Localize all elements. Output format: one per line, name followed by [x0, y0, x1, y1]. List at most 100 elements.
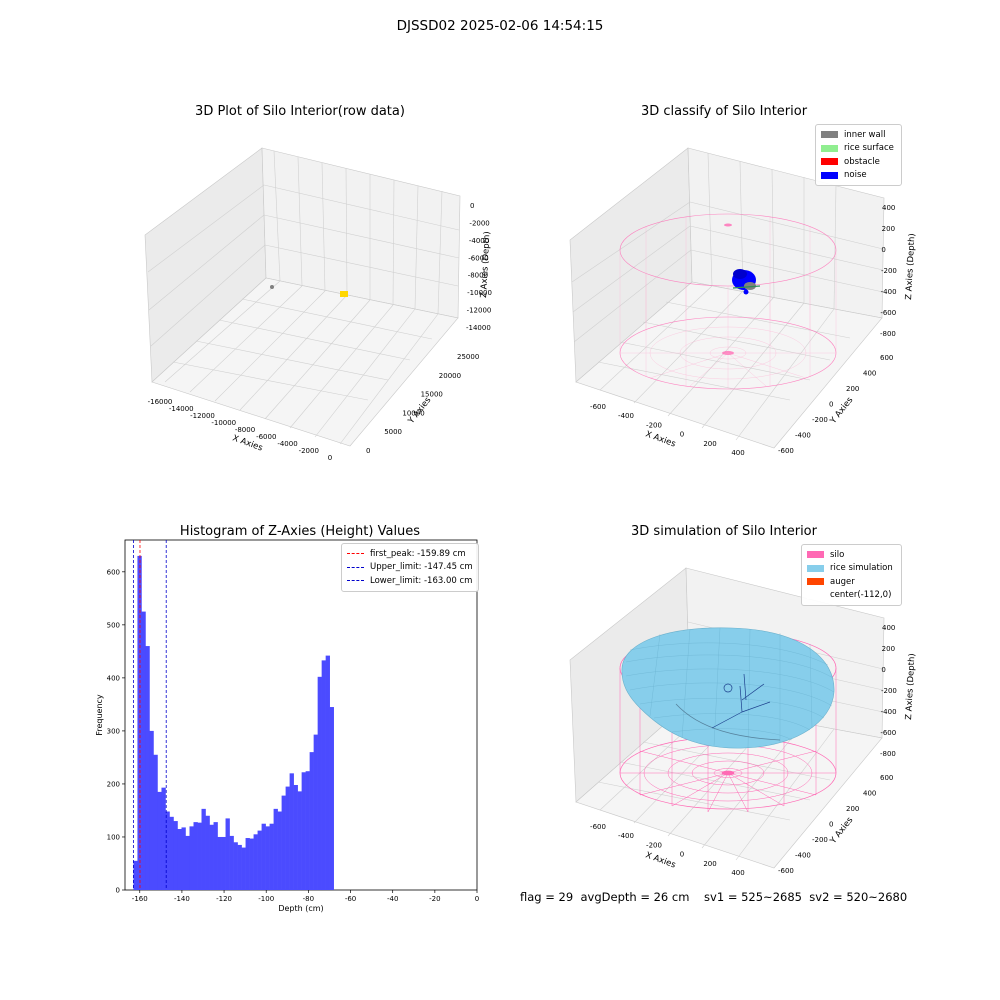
histogram-y-axis-label: Frequency — [95, 694, 104, 736]
raw-z-tick-label: -14000 — [466, 324, 491, 332]
histogram-bar — [205, 815, 210, 890]
histogram-bar — [313, 734, 318, 890]
raw-z-tick-label: -4000 — [469, 237, 489, 245]
histogram-bar — [277, 811, 282, 890]
histogram-bar — [273, 808, 278, 890]
legend-label: center(-112,0) — [830, 590, 892, 601]
raw-gray-point — [270, 285, 274, 289]
raw-x-tick-label: -8000 — [235, 426, 255, 434]
classify-y-tick-label: 400 — [863, 370, 876, 378]
legend-silo: silo — [807, 548, 896, 562]
histogram-bar — [213, 822, 218, 890]
legend-label: rice simulation — [830, 563, 893, 574]
histogram-bar — [289, 773, 294, 890]
simulation-y-tick-label: -400 — [795, 852, 811, 860]
classify-z-tick-label: -200 — [881, 267, 897, 275]
simulation-z-tick-label: -200 — [881, 687, 897, 695]
simulation-z-tick-label: -800 — [880, 750, 896, 758]
raw-z-tick-label: -2000 — [469, 219, 489, 227]
classify-x-tick-label: 400 — [731, 449, 744, 457]
classify-y-tick-label: 200 — [846, 385, 859, 393]
raw-3d-axes — [144, 147, 461, 447]
classify-x-tick-label: -600 — [590, 403, 606, 411]
histogram-x-tick-label: -140 — [174, 895, 190, 903]
raw-z-tick-label: -12000 — [467, 307, 492, 315]
simulation-x-tick-label: -600 — [590, 823, 606, 831]
histogram-bar — [261, 823, 266, 890]
legend-label: Lower_limit: -163.00 cm — [370, 575, 473, 586]
histogram-bar — [269, 823, 274, 890]
panel-title-simulation: 3D simulation of Silo Interior — [631, 524, 817, 539]
histogram-x-tick-label: -100 — [258, 895, 274, 903]
panel-title-classify: 3D classify of Silo Interior — [640, 104, 808, 119]
classify-y-tick-label: -200 — [812, 416, 828, 424]
simulation-z-tick-label: 200 — [882, 645, 895, 653]
raw-y-tick-label: 15000 — [421, 391, 443, 399]
simulation-rice-surface — [621, 627, 835, 749]
classify-x-tick-label: 0 — [680, 431, 684, 439]
histogram-bar — [201, 808, 206, 890]
histogram-bar — [281, 795, 286, 890]
legend-label: obstacle — [844, 156, 880, 167]
classify-silo-wireframe — [619, 213, 837, 390]
histogram-bar — [177, 829, 182, 890]
simulation-x-tick-label: 0 — [680, 851, 684, 859]
simulation-x-tick-label: -200 — [646, 841, 662, 849]
legend-swatch — [807, 551, 824, 559]
histogram-bar — [197, 822, 202, 890]
legend-line — [347, 553, 364, 555]
histogram-y-tick-label: 0 — [116, 887, 120, 895]
histogram-bar — [153, 754, 158, 890]
histogram-bar — [265, 826, 270, 890]
classify-y-tick-label: -400 — [795, 432, 811, 440]
histogram-bar — [185, 835, 190, 890]
simulation-y-tick-label: 400 — [863, 790, 876, 798]
classify-point-cluster — [732, 269, 761, 295]
classify-x-tick-label: -200 — [646, 421, 662, 429]
histogram-bar — [141, 611, 146, 890]
histogram-bar — [257, 830, 262, 890]
histogram-bar — [173, 821, 178, 890]
histogram-bar — [149, 730, 154, 890]
histogram-bar — [229, 835, 234, 890]
classify-y-tick-label: -600 — [778, 447, 794, 455]
classify-3d-axes — [569, 147, 885, 449]
classify-z-tick-label: -800 — [880, 330, 896, 338]
histogram-bars — [133, 555, 334, 890]
histogram-bar — [221, 836, 226, 890]
legend-upper-limit: Upper_limit: -147.45 cm — [347, 561, 473, 575]
raw-y-tick-label: 25000 — [457, 353, 479, 361]
histogram-bar — [209, 824, 214, 890]
classify-z-tick-label: 200 — [882, 225, 895, 233]
simulation-z-tick-label: 0 — [881, 666, 885, 674]
raw-x-tick-label: -4000 — [277, 440, 297, 448]
raw-x-tick-label: -12000 — [190, 412, 215, 420]
simulation-z-tick-label: 400 — [882, 624, 895, 632]
histogram-x-tick-label: 0 — [475, 895, 479, 903]
simulation-y-tick-label: -200 — [812, 836, 828, 844]
simulation-y-tick-label: 0 — [829, 821, 833, 829]
histogram-x-tick-label: -160 — [132, 895, 148, 903]
histogram-x-tick-label: -120 — [216, 895, 232, 903]
histogram-bar — [305, 771, 310, 890]
classify-legend: inner wall rice surface obstacle noise — [815, 124, 902, 186]
legend-swatch — [807, 591, 824, 599]
raw-y-tick-label: 5000 — [384, 428, 402, 436]
simulation-y-tick-label: -600 — [778, 867, 794, 875]
legend-swatch — [821, 131, 838, 139]
classify-x-tick-label: -400 — [618, 412, 634, 420]
raw-x-tick-label: -14000 — [169, 405, 194, 413]
legend-lower-limit: Lower_limit: -163.00 cm — [347, 574, 473, 588]
histogram-bar — [217, 836, 222, 890]
raw-z-tick-label: -6000 — [468, 254, 488, 262]
histogram-bar — [317, 676, 322, 890]
histogram-bar — [297, 791, 302, 890]
histogram-bar — [157, 791, 162, 890]
simulation-z-tick-label: -400 — [881, 708, 897, 716]
histogram-bar — [193, 822, 198, 890]
histogram-bar — [245, 838, 250, 890]
histogram-bar — [169, 816, 174, 890]
histogram-bar — [293, 785, 298, 890]
legend-swatch — [807, 578, 824, 586]
raw-y-tick-label: 0 — [366, 447, 370, 455]
